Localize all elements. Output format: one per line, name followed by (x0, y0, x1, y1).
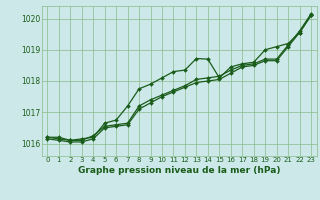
X-axis label: Graphe pression niveau de la mer (hPa): Graphe pression niveau de la mer (hPa) (78, 166, 280, 175)
